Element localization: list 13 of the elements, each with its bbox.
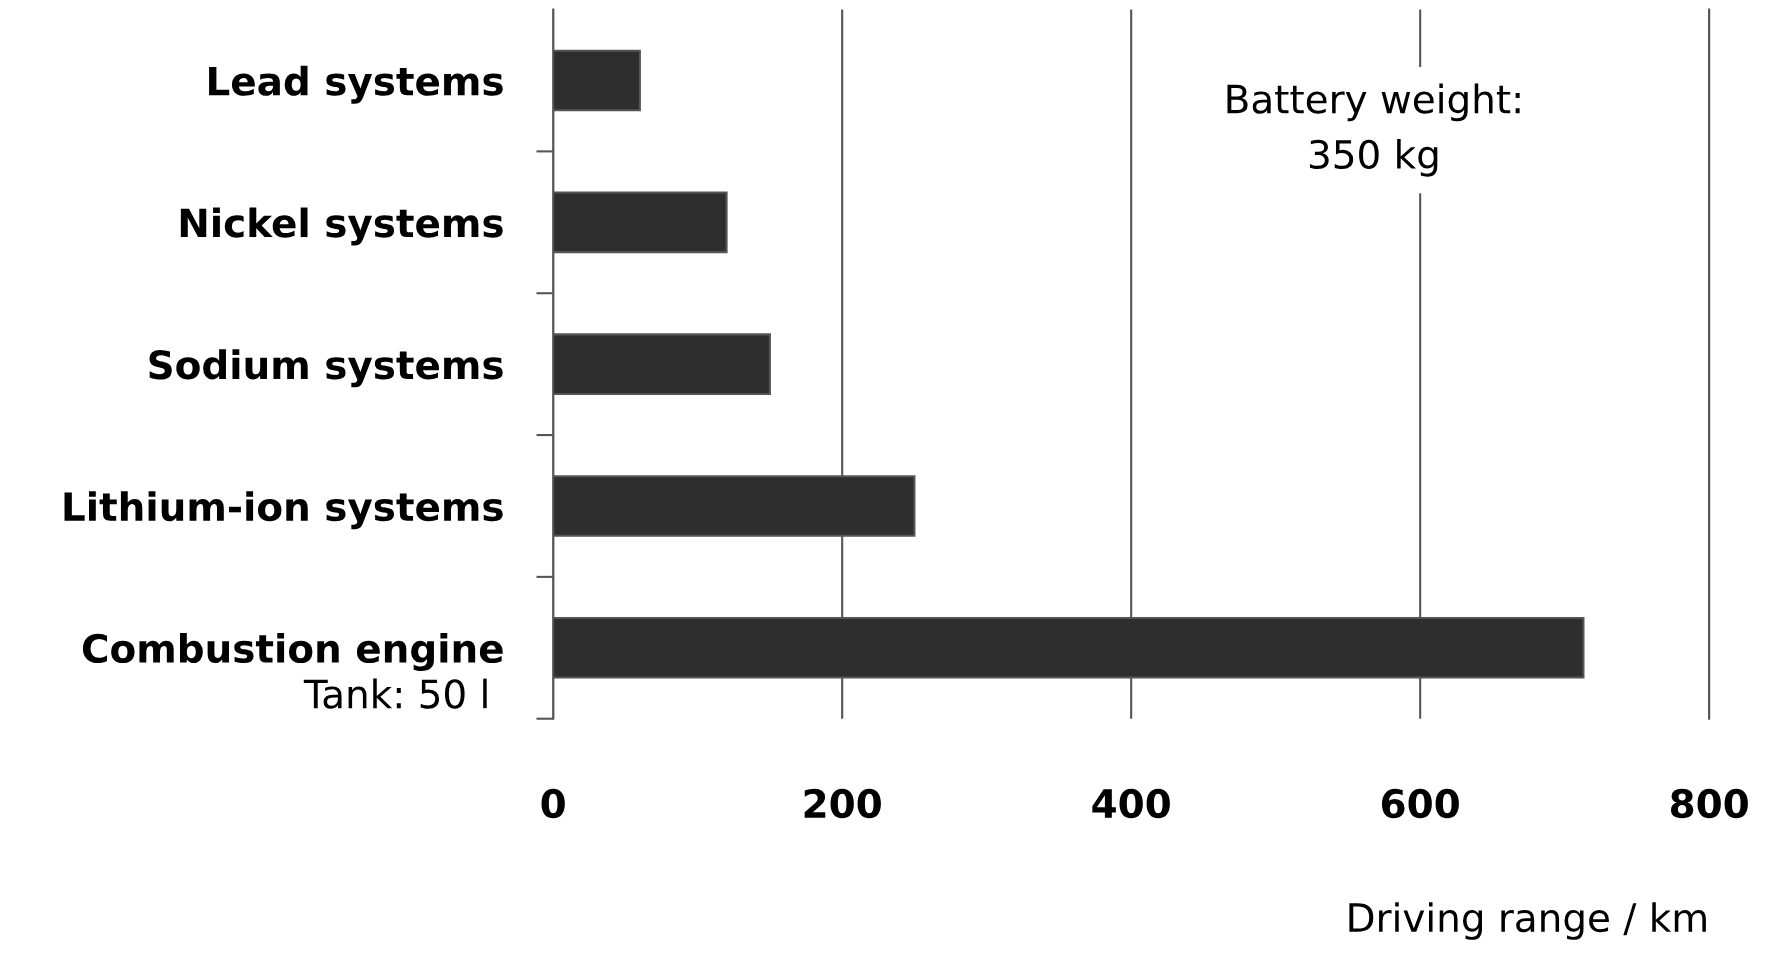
x-tick-label: 0 (541, 788, 565, 819)
annotation: Battery weight: 350 kg (1227, 83, 1520, 177)
x-tick-label: 600 (1382, 788, 1459, 819)
y-tick-label: Sodium systems (149, 349, 503, 388)
y-tick-label: Lithium-ion systems (64, 491, 503, 530)
y-tick-label: Nickel systems (180, 207, 503, 246)
x-tick-label: 200 (804, 788, 881, 819)
y-tick-label: Lead systems (209, 65, 503, 104)
y-tick-label: Combustion engine (82, 633, 503, 671)
text: Tank: 50 l (303, 678, 487, 709)
x-tick-label: 400 (1092, 788, 1170, 819)
x-tick-label: 800 (1670, 788, 1748, 819)
x-axis-title: Driving range / km (1349, 902, 1706, 940)
